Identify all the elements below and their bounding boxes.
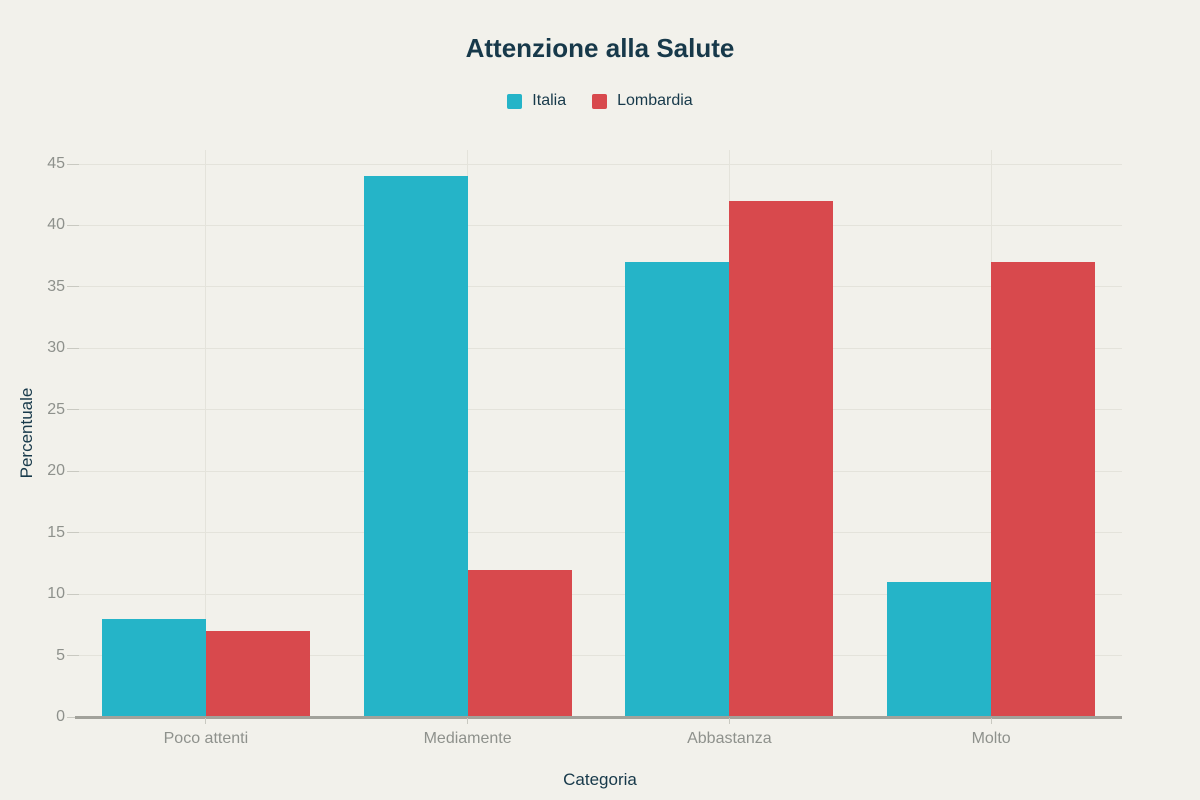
y-tick-mark [67,593,79,595]
x-axis-title: Categoria [563,770,637,789]
vertical-gridline [467,150,469,717]
horizontal-gridline [75,286,1122,288]
x-category-label: Poco attenti [163,730,249,747]
y-tick-label: 25 [47,400,65,418]
y-tick-label: 10 [47,585,65,603]
y-tick-mark [67,409,79,411]
horizontal-gridline [75,532,1122,534]
legend-item-label: Italia [532,92,567,109]
horizontal-gridline [75,163,1122,165]
y-tick-mark [67,224,79,226]
y-tick-mark [67,470,79,472]
bar-italia-abbastanza [625,262,730,717]
bar-italia-mediamente [363,176,468,717]
horizontal-gridline [75,655,1122,657]
x-tick-mark [728,718,730,724]
x-tick-mark [467,718,469,724]
y-tick-label: 40 [47,216,65,234]
bar-italia-molto [887,581,992,717]
y-tick-label: 15 [47,523,65,541]
plot-area: 0 5 10 15 20 25 30 35 40 45 Poco attenti Mediamente… [47,150,1122,747]
horizontal-gridline [75,593,1122,595]
x-category-label: Mediamente [423,730,512,747]
bar-italia-poco-attenti [101,618,206,717]
legend-item-label: Lombardia [617,92,693,109]
bar-lombardia-poco-attenti [205,630,310,717]
x-tick-mark [205,718,207,724]
y-tick-label: 45 [47,155,65,172]
y-tick-label: 30 [47,339,65,357]
horizontal-gridline [75,409,1122,411]
y-tick-mark [67,163,79,165]
chart-legend: Italia Lombardia [0,92,1200,110]
y-tick-label: 0 [56,708,65,725]
legend-item-lombardia[interactable]: Lombardia [592,92,693,110]
horizontal-gridline [75,347,1122,349]
y-tick-mark [67,286,79,288]
y-tick-mark [67,716,79,718]
y-tick-label: 20 [47,462,65,480]
y-axis-title: Percentuale [17,387,36,479]
x-axis-line [75,716,1122,719]
legend-item-italia[interactable]: Italia [507,92,566,110]
x-category-label: Abbastanza [687,730,772,747]
x-tick-mark [990,718,992,724]
y-tick-label: 5 [56,646,65,664]
bar-lombardia-mediamente [467,569,572,717]
y-tick-mark [67,347,79,349]
x-category-label: Molto [971,730,1011,747]
vertical-gridline [205,150,207,717]
y-tick-label: 35 [47,277,65,295]
bar-lombardia-abbastanza [729,200,834,717]
y-tick-mark [67,532,79,534]
bar-lombardia-molto [991,262,1096,717]
legend-swatch-icon [592,93,608,109]
y-tick-mark [67,655,79,657]
horizontal-gridline [75,470,1122,472]
chart-title: Attenzione alla Salute [465,33,735,63]
legend-swatch-icon [507,93,523,109]
horizontal-gridline [75,224,1122,226]
